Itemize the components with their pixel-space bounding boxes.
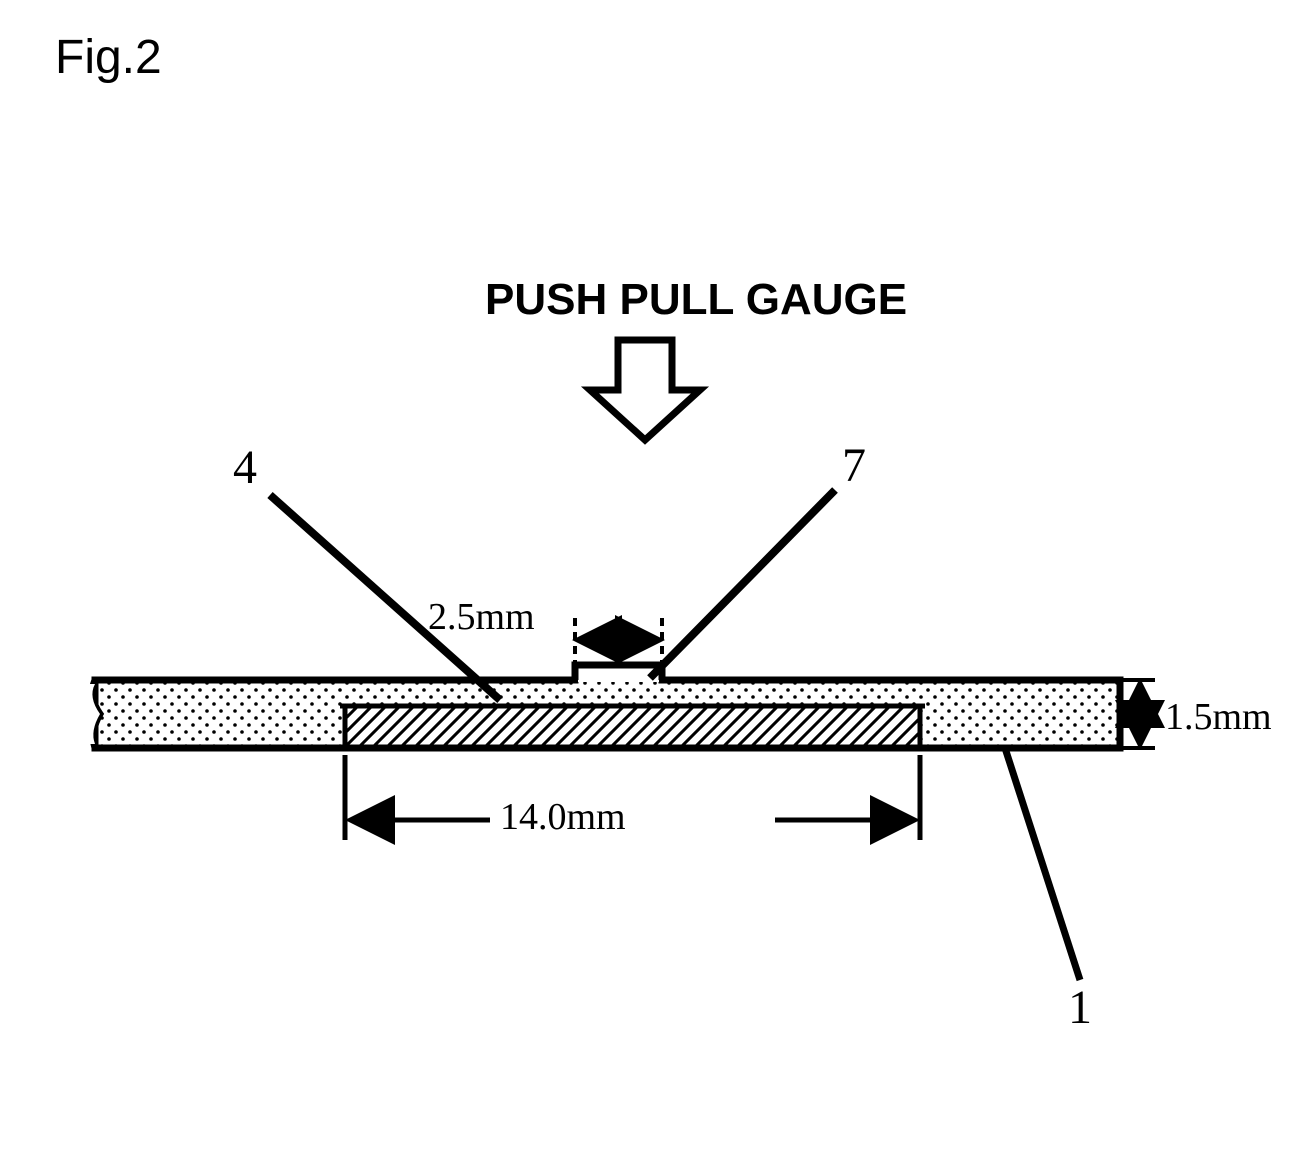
figure-container: Fig.2 PUSH PULL GAUGE 4 7 1 2.5mm 1.5mm … <box>0 0 1309 1157</box>
callout-line-7 <box>650 490 835 678</box>
callout-line-4 <box>270 495 500 700</box>
callout-line-1 <box>1005 748 1080 980</box>
gauge-arrow <box>590 340 700 440</box>
diagram-svg <box>0 0 1309 1157</box>
